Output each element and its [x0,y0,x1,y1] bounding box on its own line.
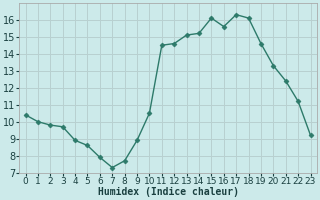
X-axis label: Humidex (Indice chaleur): Humidex (Indice chaleur) [98,187,238,197]
